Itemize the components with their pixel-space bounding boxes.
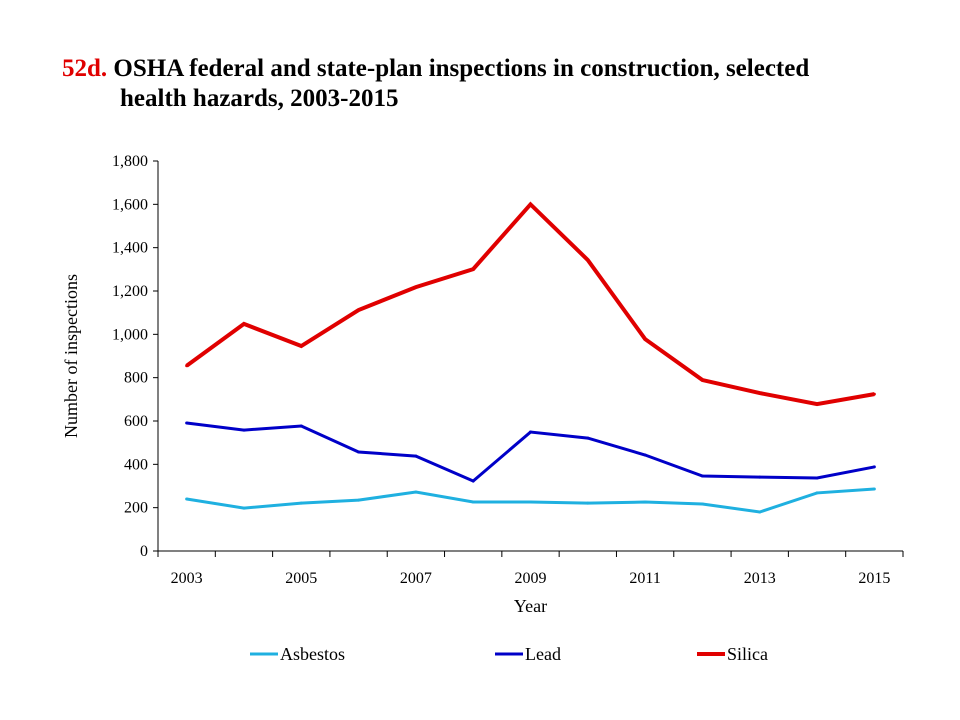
title-line1: OSHA federal and state-plan inspections …	[113, 55, 810, 82]
data-point-asbestos	[242, 506, 246, 510]
legend-label-silica: Silica	[727, 644, 768, 664]
data-point-silica	[299, 344, 303, 348]
title-line2: health hazards, 2003-2015	[120, 85, 399, 112]
data-point-asbestos	[414, 490, 418, 494]
y-axis-label: Number of inspections	[61, 274, 81, 438]
series-line-silica	[185, 201, 875, 407]
data-point-lead	[700, 474, 704, 478]
data-point-silica	[357, 308, 361, 312]
data-point-lead	[357, 450, 361, 454]
data-point-lead	[299, 424, 303, 428]
data-point-asbestos	[872, 487, 876, 491]
data-point-lead	[643, 453, 647, 457]
data-point-asbestos	[299, 501, 303, 505]
y-tick-label: 1,800	[112, 153, 148, 170]
data-point-asbestos	[815, 491, 819, 495]
data-point-lead	[758, 475, 762, 479]
data-point-asbestos	[700, 502, 704, 506]
data-point-lead	[242, 428, 246, 432]
x-tick-label: 2015	[858, 570, 890, 587]
y-tick-label: 0	[140, 543, 148, 560]
data-point-silica	[872, 392, 876, 396]
data-point-lead	[586, 436, 590, 440]
x-axis-label: Year	[514, 596, 547, 616]
legend-label-lead: Lead	[525, 644, 561, 664]
y-tick-label: 600	[124, 413, 148, 430]
data-point-silica	[643, 337, 647, 341]
x-tick-label: 2009	[515, 570, 547, 587]
y-tick-label: 1,200	[112, 283, 148, 300]
data-point-silica	[815, 402, 819, 406]
chart-number: 52d.	[62, 55, 108, 82]
data-point-silica	[242, 322, 246, 326]
y-tick-label: 1,600	[112, 196, 148, 213]
data-point-lead	[815, 476, 819, 480]
x-tick-label: 2007	[400, 570, 432, 587]
x-tick-label: 2003	[171, 570, 203, 587]
chart-title: 52d. OSHA federal and state-plan inspect…	[62, 54, 809, 114]
data-point-silica	[414, 285, 418, 289]
y-tick-label: 800	[124, 370, 148, 387]
y-tick-label: 1,400	[112, 240, 148, 257]
data-point-asbestos	[586, 501, 590, 505]
data-point-asbestos	[758, 510, 762, 514]
data-point-asbestos	[529, 500, 532, 504]
series-line-asbestos	[186, 487, 875, 514]
data-point-silica	[529, 202, 532, 206]
data-point-silica	[758, 391, 762, 395]
y-tick-label: 200	[124, 500, 148, 517]
data-point-silica	[586, 258, 590, 262]
data-point-silica	[471, 267, 475, 271]
data-point-lead	[471, 479, 475, 483]
x-tick-label: 2013	[744, 570, 776, 587]
data-point-lead	[872, 465, 876, 469]
data-point-lead	[529, 430, 532, 434]
y-tick-label: 400	[124, 456, 148, 473]
x-tick-label: 2005	[285, 570, 317, 587]
data-point-asbestos	[185, 497, 189, 501]
data-point-asbestos	[643, 500, 647, 504]
data-point-lead	[414, 454, 418, 458]
data-point-silica	[185, 364, 189, 368]
legend-label-asbestos: Asbestos	[280, 644, 345, 664]
y-tick-label: 1,000	[112, 326, 148, 343]
x-tick-label: 2011	[629, 570, 660, 587]
data-point-lead	[185, 421, 189, 425]
data-point-asbestos	[471, 500, 475, 504]
data-point-silica	[700, 378, 704, 382]
data-point-asbestos	[357, 498, 361, 502]
